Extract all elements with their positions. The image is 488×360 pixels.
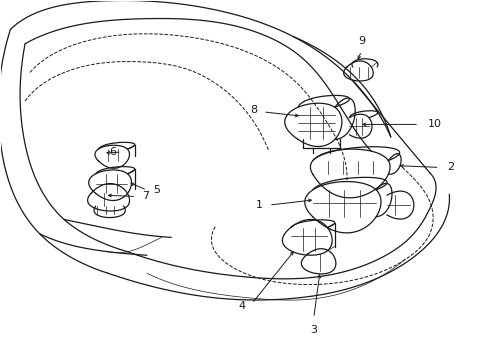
Text: 5: 5: [153, 185, 160, 195]
Text: 7: 7: [142, 192, 149, 202]
Text: 1: 1: [256, 200, 263, 210]
Text: 2: 2: [446, 162, 453, 172]
Text: 9: 9: [357, 36, 365, 46]
Text: 8: 8: [249, 105, 257, 115]
Text: 10: 10: [427, 120, 441, 129]
Text: 6: 6: [108, 147, 116, 157]
Text: 3: 3: [309, 325, 317, 335]
Text: 4: 4: [238, 301, 245, 311]
